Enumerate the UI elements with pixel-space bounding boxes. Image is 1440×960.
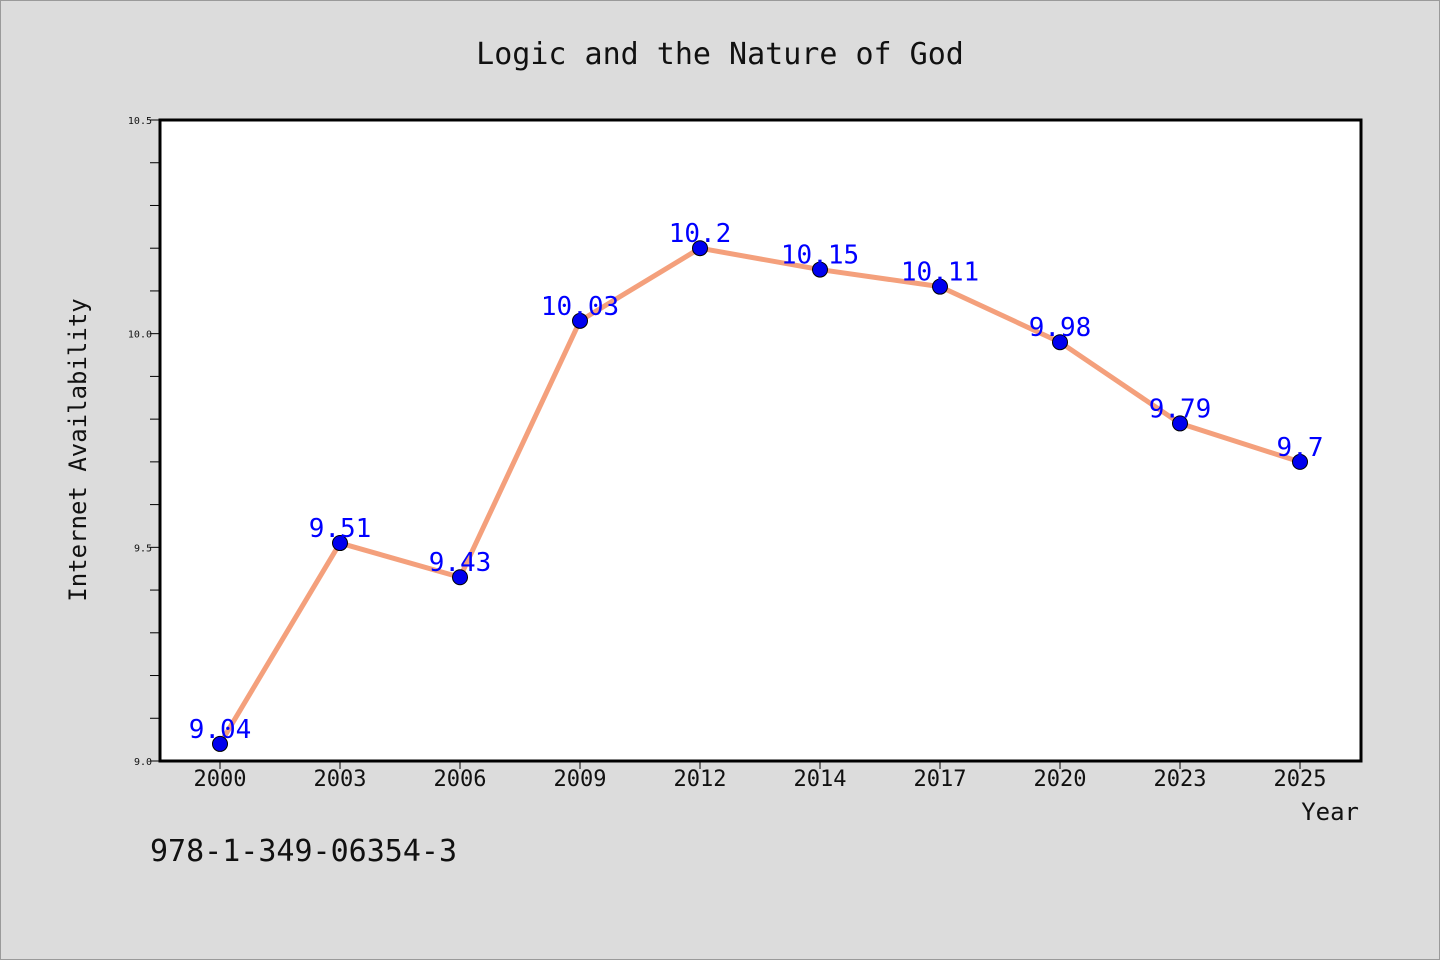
data-point [332,535,348,552]
x-axis-label: Year [1301,798,1359,826]
y-tick-label: 9.5 [134,543,152,554]
y-tick-label: 9.0 [134,757,152,768]
plot-area [158,118,1363,763]
data-label: 9.43 [429,548,492,578]
x-tick-label: 2023 [1154,767,1207,792]
data-point [812,261,828,278]
chart-title: Logic and the Nature of God [476,37,964,72]
data-point [572,312,588,329]
x-tick-label: 2012 [674,767,727,792]
data-label: 9.98 [1029,313,1092,343]
data-label: 10.11 [901,258,979,288]
x-tick-label: 2009 [554,767,607,792]
data-label: 9.79 [1149,394,1212,424]
x-tick-label: 2006 [434,767,487,792]
data-label: 9.51 [309,514,372,544]
data-label: 10.15 [781,241,859,271]
x-tick-label: 2003 [314,767,367,792]
data-point [1172,415,1188,432]
data-label: 10.2 [669,219,732,249]
data-label: 9.7 [1277,433,1324,463]
data-label: 10.03 [541,292,619,322]
x-axis: 2000 2003 2006 2009 2012 2014 2017 2020 2023 2025 [194,761,1327,792]
data-label: 9.04 [189,715,252,745]
data-point [452,569,468,586]
data-point [1292,453,1308,470]
y-axis-label: Internet Availability [64,298,92,601]
data-point [212,735,228,752]
data-point [1052,334,1068,351]
y-tick-label: 10.5 [128,116,152,127]
data-point [692,240,708,257]
x-tick-label: 2017 [914,767,967,792]
x-tick-label: 2014 [794,767,847,792]
x-tick-label: 2025 [1274,767,1327,792]
series-layer: 9.04 9.51 9.43 10.03 10.2 10.15 10.11 9.98 9.79 9… [189,219,1324,752]
series-line [217,245,1303,747]
x-tick-label: 2020 [1034,767,1087,792]
isbn-label: 978-1-349-06354-3 [150,834,458,869]
y-axis: 9.0 9.5 10.0 10.5 [128,116,160,768]
x-tick-label: 2000 [194,767,247,792]
data-point [932,278,948,295]
y-tick-label: 10.0 [128,330,152,341]
